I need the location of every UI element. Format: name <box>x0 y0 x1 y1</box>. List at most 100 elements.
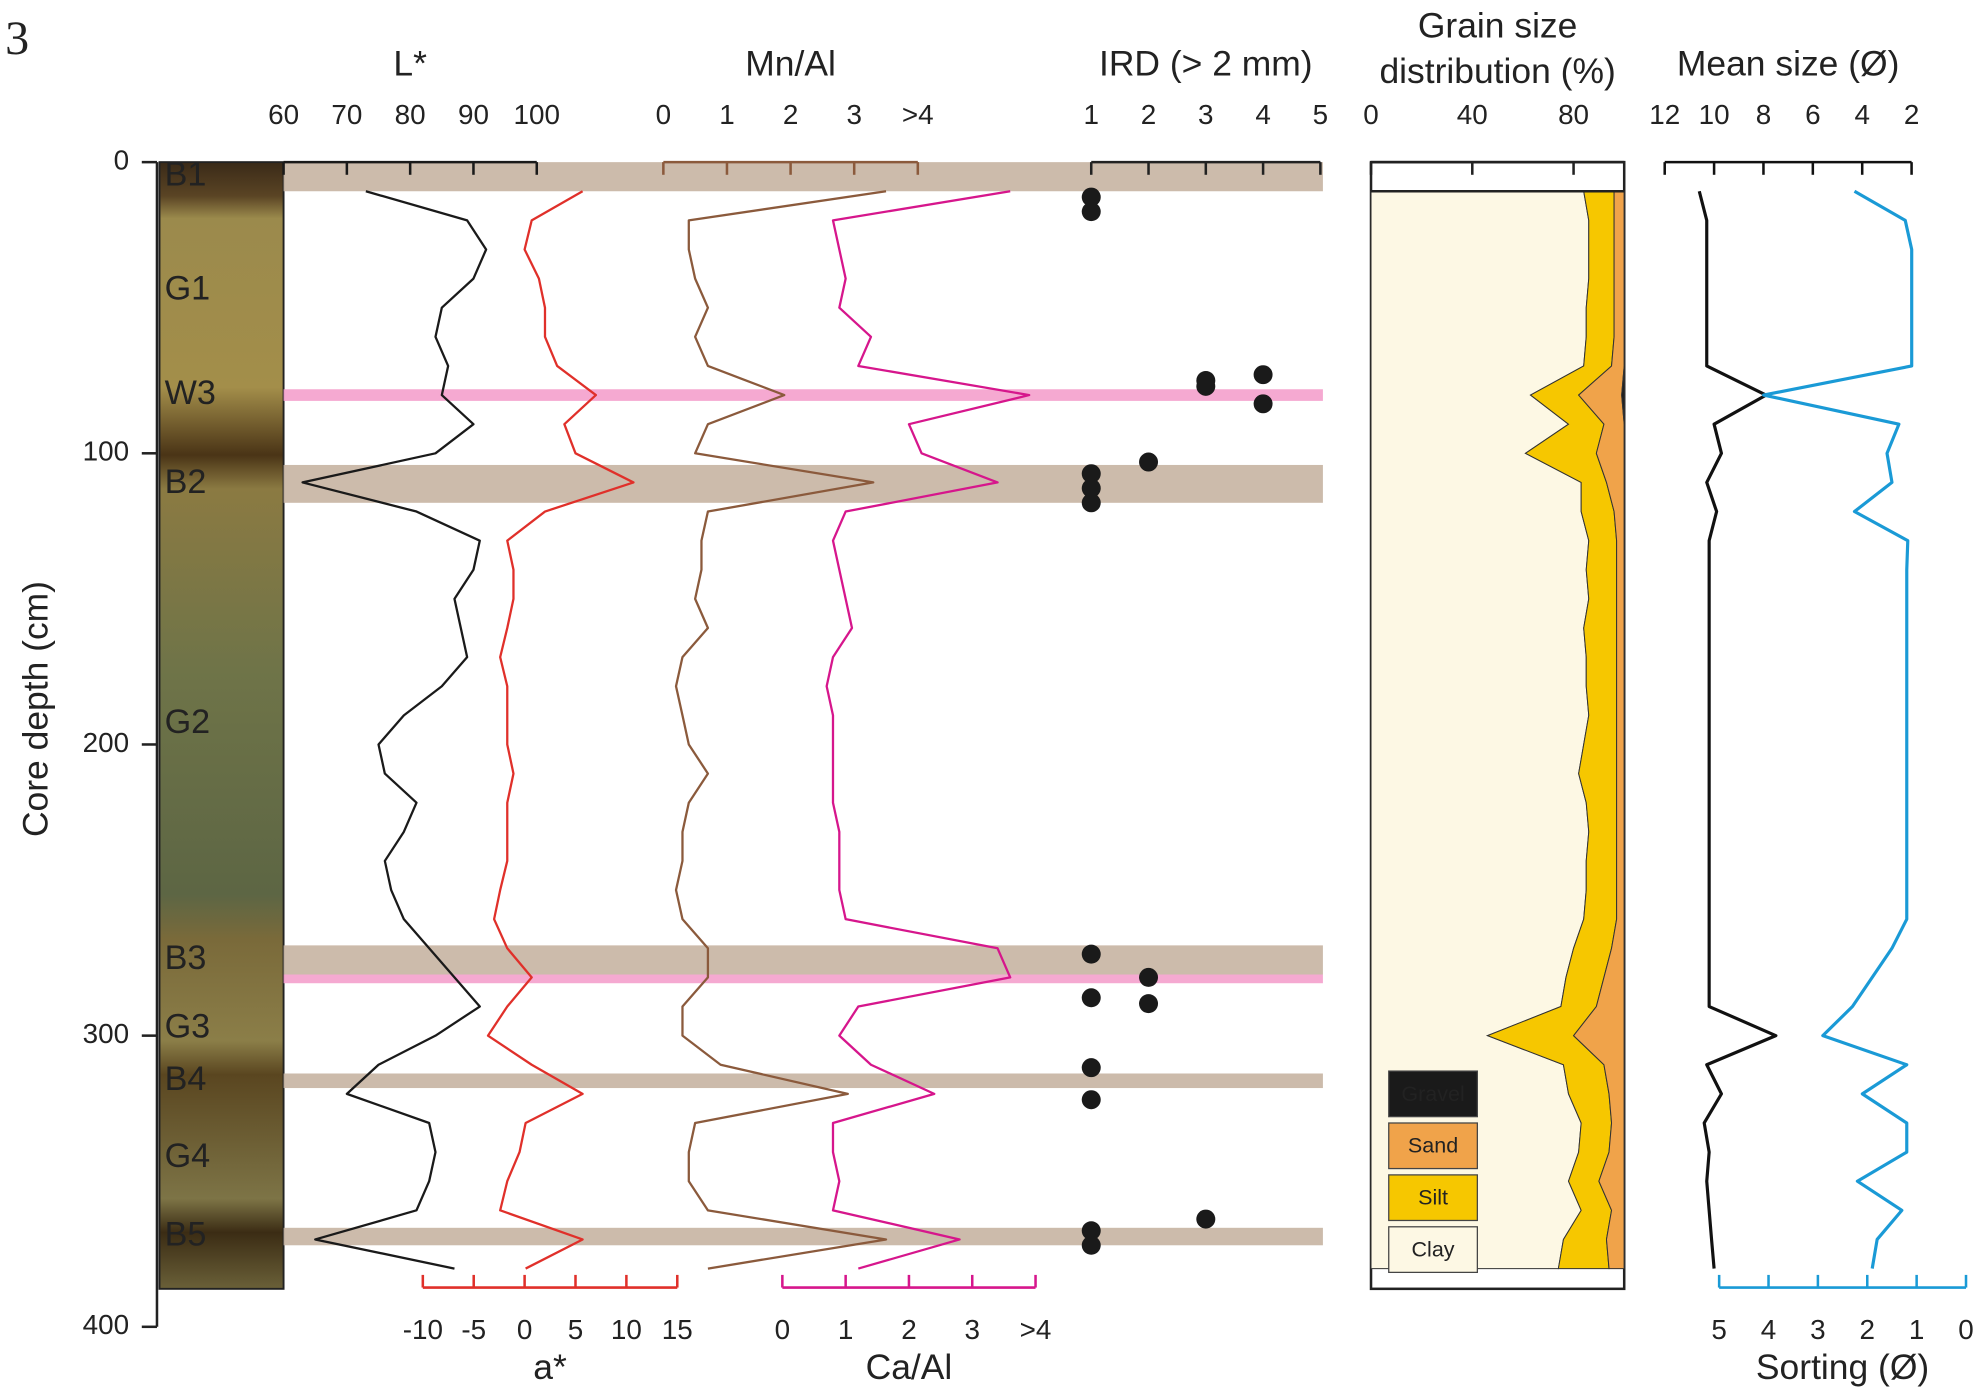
axis-tick-label: 0 <box>517 1314 533 1345</box>
axis-tick-label: 10 <box>1699 99 1730 130</box>
ird-point <box>1081 202 1101 222</box>
axis-tick-label: >4 <box>902 99 934 130</box>
unit-label: G2 <box>165 703 211 741</box>
axis-title: L* <box>393 43 427 83</box>
axis-tick-label: 5 <box>568 1314 584 1345</box>
depth-tick-label: 100 <box>83 436 129 467</box>
axis-tick-label: 2 <box>783 99 799 130</box>
ird-point <box>1081 187 1101 207</box>
axis-tick-label: 6 <box>1805 99 1820 130</box>
grain-area <box>1621 191 1625 1269</box>
legend-label: Gravel <box>1401 1082 1464 1106</box>
unit-label: B4 <box>165 1060 207 1098</box>
axis-title: Grain size <box>1418 5 1578 45</box>
axis-tick-label: 2 <box>1860 1314 1875 1345</box>
axis-title: a* <box>533 1347 567 1387</box>
legend-swatch <box>1388 1122 1478 1170</box>
legend-swatch <box>1388 1174 1478 1222</box>
axis-tick-label: >4 <box>1020 1314 1052 1345</box>
depth-tick-label: 200 <box>83 727 129 758</box>
unit-band <box>283 1073 1323 1089</box>
axis-tick-label: 80 <box>395 99 426 130</box>
ird-point <box>1081 988 1101 1008</box>
axis-tick-label: 15 <box>662 1314 693 1345</box>
ird-point <box>1081 464 1101 484</box>
unit-label: G1 <box>165 269 211 307</box>
legend-label: Silt <box>1418 1186 1448 1210</box>
axis-tick-label: 0 <box>656 99 672 130</box>
axis-tick-label: 4 <box>1255 99 1271 130</box>
unit-label: B2 <box>165 463 207 501</box>
series-line <box>825 190 1031 1270</box>
ird-point <box>1196 1209 1216 1229</box>
depth-axis-title: Core depth (cm) <box>15 581 55 837</box>
unit-band <box>283 1227 1323 1246</box>
axis-tick-label: 1 <box>719 99 735 130</box>
depth-tick-label: 400 <box>83 1309 129 1340</box>
depth-tick-label: 0 <box>114 144 129 175</box>
axis-tick-label: 2 <box>1141 99 1157 130</box>
axis-tick-label: 3 <box>964 1314 980 1345</box>
axis-title: Mn/Al <box>745 43 836 83</box>
unit-label: W3 <box>165 374 216 412</box>
unit-band <box>283 162 1323 192</box>
axis-tick-label: 70 <box>331 99 362 130</box>
axis-tick-label: 2 <box>1904 99 1920 130</box>
series-line <box>301 190 488 1270</box>
ird-point <box>1139 452 1159 472</box>
legend-swatch <box>1388 1070 1478 1118</box>
ird-point <box>1139 967 1159 987</box>
axis-tick-label: 0 <box>1363 99 1378 130</box>
series-line <box>1697 190 1778 1269</box>
ird-point <box>1081 478 1101 498</box>
axis-tick-label: 5 <box>1313 99 1329 130</box>
axis-tick-label: 80 <box>1558 99 1589 130</box>
series-line <box>1762 189 1914 1269</box>
axis-tick-label: 4 <box>1854 99 1869 130</box>
axis-tick-label: 1 <box>1083 99 1099 130</box>
ird-point <box>1081 493 1101 513</box>
axis-tick-label: 8 <box>1756 99 1771 130</box>
axis-title: IRD (> 2 mm) <box>1099 43 1313 83</box>
ird-point <box>1253 394 1273 414</box>
ird-point <box>1081 944 1101 964</box>
axis-tick-label: 0 <box>1958 1314 1973 1345</box>
axis-tick-label: 1 <box>1909 1314 1924 1345</box>
core-photo <box>158 161 285 1290</box>
ird-point <box>1139 994 1159 1014</box>
series-line <box>674 190 888 1270</box>
legend-label: Clay <box>1412 1238 1455 1262</box>
axis-tick-label: -10 <box>403 1314 443 1345</box>
axis-tick-label: 40 <box>1457 99 1488 130</box>
ird-point <box>1081 1221 1101 1241</box>
axis-tick-label: 90 <box>458 99 489 130</box>
extra-band <box>283 974 1323 984</box>
unit-label: B1 <box>165 156 207 194</box>
axis-tick-label: 5 <box>1711 1314 1727 1345</box>
axis-tick-label: 3 <box>1810 1314 1825 1345</box>
legend-label: Sand <box>1408 1134 1458 1158</box>
unit-label: B3 <box>165 939 207 977</box>
axis-title: Mean size (Ø) <box>1677 43 1900 83</box>
axis-tick-label: 3 <box>1198 99 1214 130</box>
series-line <box>486 190 635 1270</box>
axis-tick-label: 0 <box>775 1314 791 1345</box>
axis-tick-label: 60 <box>268 99 299 130</box>
ird-point <box>1196 376 1216 396</box>
unit-label: G3 <box>165 1007 211 1045</box>
axis-tick-label: 100 <box>514 99 560 130</box>
ird-point <box>1081 1090 1101 1110</box>
axis-title: distribution (%) <box>1379 51 1615 91</box>
unit-label: B5 <box>165 1216 207 1254</box>
axis-tick-label: 10 <box>611 1314 642 1345</box>
axis-tick-label: 3 <box>846 99 862 130</box>
unit-band <box>283 389 1323 401</box>
ird-point <box>1081 1235 1101 1255</box>
axis-tick-label: 2 <box>901 1314 917 1345</box>
figure-label: 3 <box>5 12 29 65</box>
axis-tick-label: 4 <box>1761 1314 1776 1345</box>
axis-tick-label: -5 <box>461 1314 486 1345</box>
